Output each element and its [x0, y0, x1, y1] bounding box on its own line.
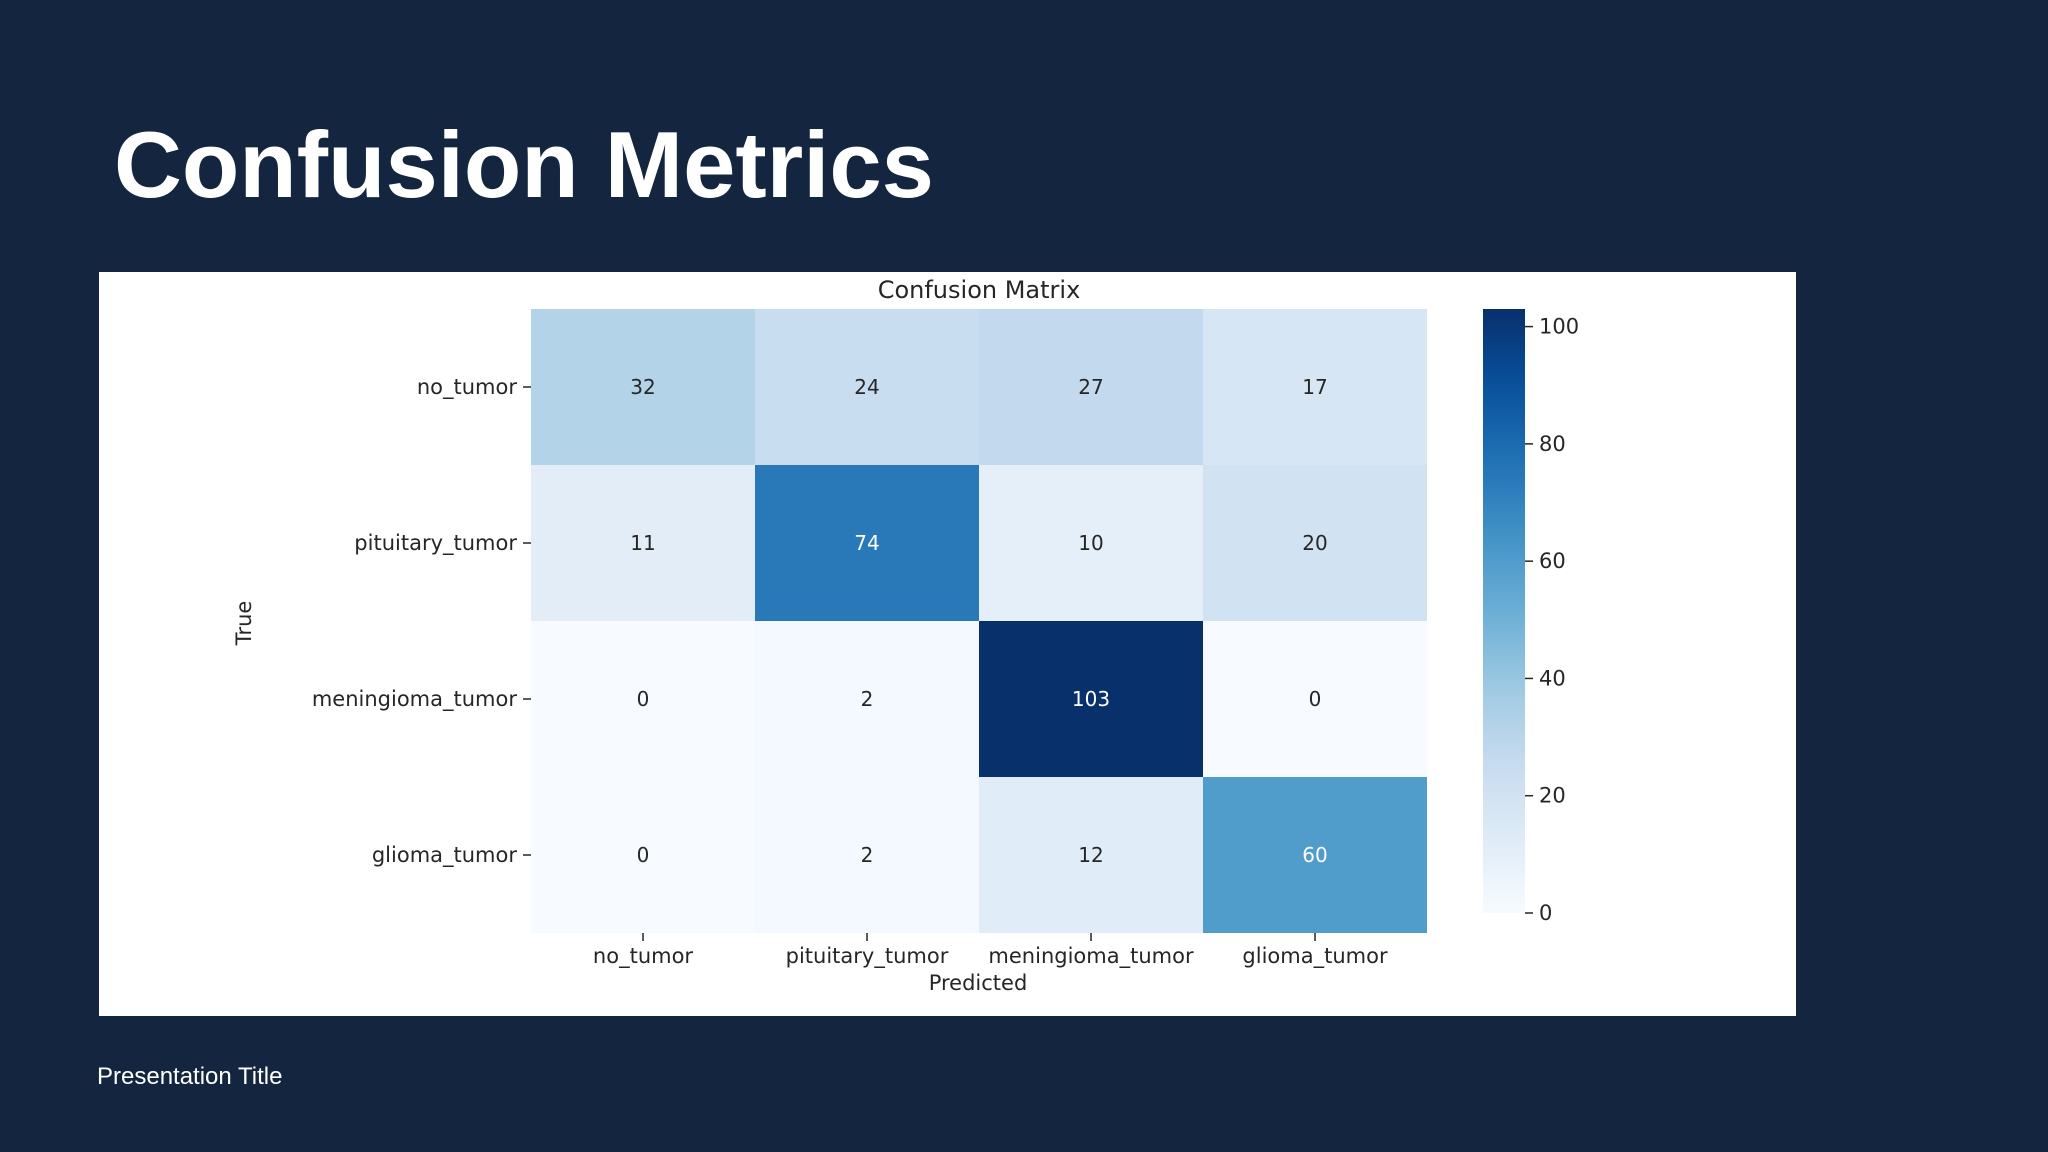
colorbar-tick-label: 60 — [1539, 549, 1566, 573]
colorbar-tick-label: 80 — [1539, 432, 1566, 456]
x-tick-label: meningioma_tumor — [988, 944, 1194, 969]
heatmap-cell — [755, 309, 979, 465]
x-tick-label: no_tumor — [593, 944, 694, 969]
heatmap-cell — [531, 465, 755, 621]
cell-value-label: 60 — [1302, 843, 1327, 867]
y-axis-label: True — [232, 601, 256, 647]
cell-value-label: 20 — [1302, 531, 1327, 555]
cell-value-label: 0 — [1309, 687, 1322, 711]
heatmap-cell — [1203, 621, 1427, 777]
heatmap-cell — [755, 621, 979, 777]
cell-value-label: 2 — [861, 843, 874, 867]
footer-presentation-title: Presentation Title — [97, 1063, 283, 1090]
cell-value-label: 2 — [861, 687, 874, 711]
chart-panel: Confusion Matrix 32 24 27 17 11 74 10 20 0 2 103 0 0… — [99, 272, 1796, 1016]
y-tick-label: pituitary_tumor — [354, 531, 517, 556]
cell-value-label: 10 — [1078, 531, 1103, 555]
x-axis-label: Predicted — [929, 971, 1028, 995]
x-tick-labels: no_tumor pituitary_tumor meningioma_tumor g… — [593, 933, 1388, 969]
y-tick-label: meningioma_tumor — [312, 687, 518, 712]
heatmap-cell — [531, 309, 755, 465]
cell-value-label: 74 — [854, 531, 879, 555]
cell-value-label: 32 — [630, 375, 655, 399]
heatmap-cell — [1203, 465, 1427, 621]
cell-value-label: 17 — [1302, 375, 1327, 399]
slide-title: Confusion Metrics — [114, 112, 934, 217]
colorbar-tick-label: 0 — [1539, 901, 1552, 925]
heatmap-cell — [1203, 309, 1427, 465]
x-tick-label: pituitary_tumor — [786, 944, 949, 969]
heatmap-cell — [755, 465, 979, 621]
chart-title: Confusion Matrix — [878, 276, 1081, 304]
cell-value-label: 0 — [637, 687, 650, 711]
heatmap-cell — [755, 777, 979, 933]
cell-value-label: 0 — [637, 843, 650, 867]
heatmap-cell — [979, 465, 1203, 621]
cell-value-label: 27 — [1078, 375, 1103, 399]
cell-value-label: 11 — [630, 531, 655, 555]
heatmap-cells: 32 24 27 17 11 74 10 20 0 2 103 0 0 2 12 60 — [531, 309, 1427, 933]
x-tick-label: glioma_tumor — [1242, 944, 1388, 969]
cell-value-label: 12 — [1078, 843, 1103, 867]
heatmap-cell — [979, 309, 1203, 465]
colorbar-ticks: 0 20 40 60 80 100 — [1525, 315, 1579, 925]
heatmap-cell — [979, 777, 1203, 933]
colorbar — [1483, 309, 1525, 913]
cell-value-label: 24 — [854, 375, 879, 399]
heatmap-cell — [531, 777, 755, 933]
colorbar-tick-label: 100 — [1539, 315, 1579, 339]
y-tick-labels: no_tumor pituitary_tumor meningioma_tumorg… — [312, 375, 531, 868]
heatmap-cell — [979, 621, 1203, 777]
colorbar-tick-label: 20 — [1539, 784, 1566, 808]
colorbar-tick-label: 40 — [1539, 666, 1566, 690]
y-tick-label: no_tumor — [417, 375, 518, 400]
y-tick-label: glioma_tumor — [372, 843, 518, 868]
cell-value-label: 103 — [1072, 687, 1110, 711]
heatmap-cell — [531, 621, 755, 777]
heatmap-cell — [1203, 777, 1427, 933]
